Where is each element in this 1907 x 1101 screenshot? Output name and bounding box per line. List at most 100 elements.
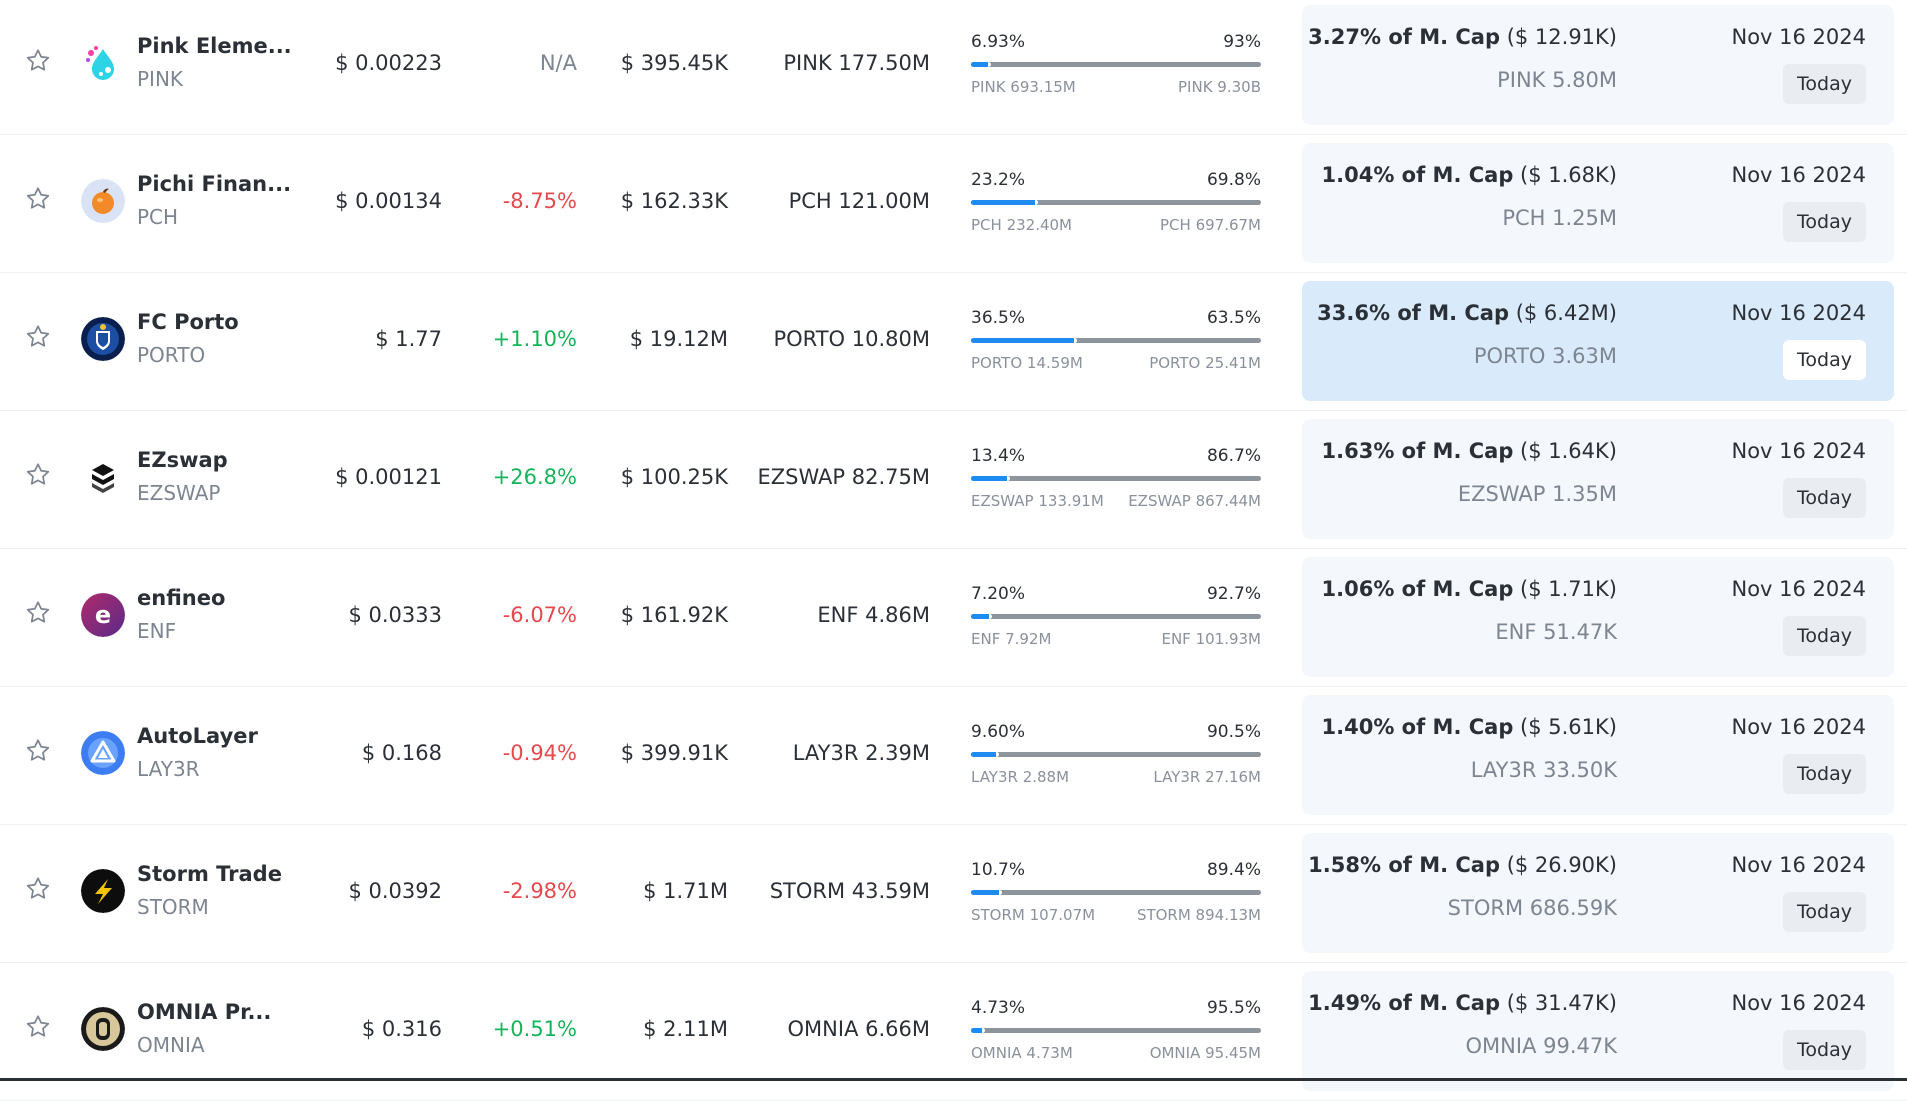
table-row[interactable]: Storm Trade STORM $ 0.0392 -2.98% $ 1.71… bbox=[0, 828, 1907, 963]
star-icon[interactable] bbox=[24, 737, 52, 765]
token-price: $ 0.00223 bbox=[335, 51, 442, 75]
enfineo-logo-icon: e bbox=[81, 593, 125, 637]
star-icon[interactable] bbox=[24, 323, 52, 351]
next-unlock-date: Nov 16 2024 bbox=[1731, 715, 1866, 739]
unlock-mcap-percent: 1.63% of M. Cap bbox=[1321, 439, 1514, 463]
progress-fill bbox=[971, 752, 999, 757]
star-icon[interactable] bbox=[24, 185, 52, 213]
today-button[interactable]: Today bbox=[1783, 616, 1866, 656]
token-name[interactable]: FC Porto bbox=[137, 310, 239, 334]
token-ticker: ENF bbox=[137, 619, 177, 643]
next-unlock-amount: OMNIA 99.47K bbox=[1465, 1034, 1617, 1058]
circulating-supply: ENF 4.86M bbox=[817, 603, 930, 627]
star-icon[interactable] bbox=[24, 47, 52, 75]
today-button[interactable]: Today bbox=[1783, 754, 1866, 794]
token-ticker: LAY3R bbox=[137, 757, 200, 781]
next-unlock-percent: 1.04% of M. Cap ($ 1.68K) bbox=[1322, 163, 1617, 187]
next-unlock-date: Nov 16 2024 bbox=[1731, 991, 1866, 1015]
today-button[interactable]: Today bbox=[1783, 202, 1866, 242]
next-unlock-panel[interactable]: 1.40% of M. Cap ($ 5.61K) LAY3R 33.50K N… bbox=[1302, 695, 1894, 815]
table-row[interactable]: Pichi Finan... PCH $ 0.00134 -8.75% $ 16… bbox=[0, 138, 1907, 273]
table-bottom-border bbox=[0, 1078, 1907, 1081]
token-price: $ 0.168 bbox=[361, 741, 442, 765]
locked-amount: OMNIA 95.45M bbox=[1149, 1044, 1261, 1062]
progress-fill bbox=[971, 1028, 985, 1033]
table-row[interactable]: AutoLayer LAY3R $ 0.168 -0.94% $ 399.91K… bbox=[0, 690, 1907, 825]
table-row[interactable]: e enfineo ENF $ 0.0333 -6.07% $ 161.92K … bbox=[0, 552, 1907, 687]
unlocked-percent: 23.2% bbox=[971, 170, 1026, 190]
next-unlock-date: Nov 16 2024 bbox=[1731, 301, 1866, 325]
next-unlock-panel[interactable]: 1.63% of M. Cap ($ 1.64K) EZSWAP 1.35M N… bbox=[1302, 419, 1894, 539]
unlock-mcap-percent: 3.27% of M. Cap bbox=[1308, 25, 1500, 49]
locked-amount: PINK 9.30B bbox=[1178, 78, 1261, 96]
token-name[interactable]: AutoLayer bbox=[137, 724, 258, 748]
unlock-progress: 4.73% 95.5% OMNIA 4.73M OMNIA 95.45M bbox=[971, 996, 1261, 1066]
token-ticker: PINK bbox=[137, 67, 184, 91]
unlock-value: ($ 1.71K) bbox=[1520, 577, 1617, 601]
next-unlock-date: Nov 16 2024 bbox=[1731, 853, 1866, 877]
token-price: $ 0.0333 bbox=[348, 603, 442, 627]
next-unlock-panel[interactable]: 1.04% of M. Cap ($ 1.68K) PCH 1.25M Nov … bbox=[1302, 143, 1894, 263]
token-ticker: EZSWAP bbox=[137, 481, 221, 505]
unlocked-amount: ENF 7.92M bbox=[971, 630, 1052, 648]
next-unlock-amount: PCH 1.25M bbox=[1502, 206, 1617, 230]
next-unlock-panel[interactable]: 1.49% of M. Cap ($ 31.47K) OMNIA 99.47K … bbox=[1302, 971, 1894, 1091]
ezswap-logo-icon bbox=[81, 455, 125, 499]
token-name[interactable]: Pink Eleme... bbox=[137, 34, 292, 58]
unlock-value: ($ 6.42M) bbox=[1515, 301, 1617, 325]
next-unlock-panel[interactable]: 1.58% of M. Cap ($ 26.90K) STORM 686.59K… bbox=[1302, 833, 1894, 953]
token-name[interactable]: EZswap bbox=[137, 448, 228, 472]
unlocked-amount: STORM 107.07M bbox=[971, 906, 1096, 924]
token-name[interactable]: enfineo bbox=[137, 586, 226, 610]
next-unlock-panel[interactable]: 1.06% of M. Cap ($ 1.71K) ENF 51.47K Nov… bbox=[1302, 557, 1894, 677]
next-unlock-amount: LAY3R 33.50K bbox=[1470, 758, 1617, 782]
market-cap: $ 100.25K bbox=[620, 465, 728, 489]
unlock-progress: 7.20% 92.7% ENF 7.92M ENF 101.93M bbox=[971, 582, 1261, 652]
price-change-24h: -2.98% bbox=[502, 879, 577, 903]
next-unlock-percent: 33.6% of M. Cap ($ 6.42M) bbox=[1317, 301, 1617, 325]
next-unlock-panel[interactable]: 3.27% of M. Cap ($ 12.91K) PINK 5.80M No… bbox=[1302, 5, 1894, 125]
next-unlock-percent: 1.06% of M. Cap ($ 1.71K) bbox=[1322, 577, 1617, 601]
today-button[interactable]: Today bbox=[1783, 1030, 1866, 1070]
today-button[interactable]: Today bbox=[1783, 340, 1866, 380]
next-unlock-date: Nov 16 2024 bbox=[1731, 577, 1866, 601]
unlock-mcap-percent: 1.04% of M. Cap bbox=[1321, 163, 1514, 187]
table-row[interactable]: EZswap EZSWAP $ 0.00121 +26.8% $ 100.25K… bbox=[0, 414, 1907, 549]
unlocked-percent: 10.7% bbox=[971, 860, 1026, 880]
unlock-value: ($ 31.47K) bbox=[1506, 991, 1617, 1015]
circulating-supply: PORTO 10.80M bbox=[773, 327, 930, 351]
next-unlock-date: Nov 16 2024 bbox=[1731, 163, 1866, 187]
unlocked-amount: LAY3R 2.88M bbox=[971, 768, 1070, 786]
unlock-mcap-percent: 1.40% of M. Cap bbox=[1321, 715, 1514, 739]
today-button[interactable]: Today bbox=[1783, 64, 1866, 104]
token-name[interactable]: Pichi Finan... bbox=[137, 172, 292, 196]
token-name[interactable]: Storm Trade bbox=[137, 862, 282, 886]
next-unlock-amount: STORM 686.59K bbox=[1447, 896, 1617, 920]
locked-percent: 89.4% bbox=[1206, 860, 1261, 880]
next-unlock-percent: 1.58% of M. Cap ($ 26.90K) bbox=[1308, 853, 1617, 877]
next-unlock-percent: 1.49% of M. Cap ($ 31.47K) bbox=[1308, 991, 1617, 1015]
unlocked-amount: PORTO 14.59M bbox=[971, 354, 1083, 372]
table-row[interactable]: FC Porto PORTO $ 1.77 +1.10% $ 19.12M PO… bbox=[0, 276, 1907, 411]
next-unlock-percent: 3.27% of M. Cap ($ 12.91K) bbox=[1308, 25, 1617, 49]
star-icon[interactable] bbox=[24, 1013, 52, 1041]
star-icon[interactable] bbox=[24, 461, 52, 489]
token-name[interactable]: OMNIA Pr... bbox=[137, 1000, 272, 1024]
unlock-progress: 10.7% 89.4% STORM 107.07M STORM 894.13M bbox=[971, 858, 1261, 928]
table-row[interactable]: Pink Eleme... PINK $ 0.00223 N/A $ 395.4… bbox=[0, 0, 1907, 135]
token-ticker: STORM bbox=[137, 895, 209, 919]
star-icon[interactable] bbox=[24, 875, 52, 903]
next-unlock-panel[interactable]: 33.6% of M. Cap ($ 6.42M) PORTO 3.63M No… bbox=[1302, 281, 1894, 401]
unlock-value: ($ 12.91K) bbox=[1506, 25, 1617, 49]
today-button[interactable]: Today bbox=[1783, 892, 1866, 932]
unlocked-percent: 7.20% bbox=[971, 584, 1026, 604]
pichi-finance-logo-icon bbox=[81, 179, 125, 223]
unlock-progress: 6.93% 93% PINK 693.15M PINK 9.30B bbox=[971, 30, 1261, 100]
today-button[interactable]: Today bbox=[1783, 478, 1866, 518]
circulating-supply: OMNIA 6.66M bbox=[787, 1017, 930, 1041]
next-unlock-percent: 1.40% of M. Cap ($ 5.61K) bbox=[1322, 715, 1617, 739]
star-icon[interactable] bbox=[24, 599, 52, 627]
token-ticker: PORTO bbox=[137, 343, 206, 367]
unlocked-percent: 9.60% bbox=[971, 722, 1026, 742]
circulating-supply: PCH 121.00M bbox=[788, 189, 930, 213]
